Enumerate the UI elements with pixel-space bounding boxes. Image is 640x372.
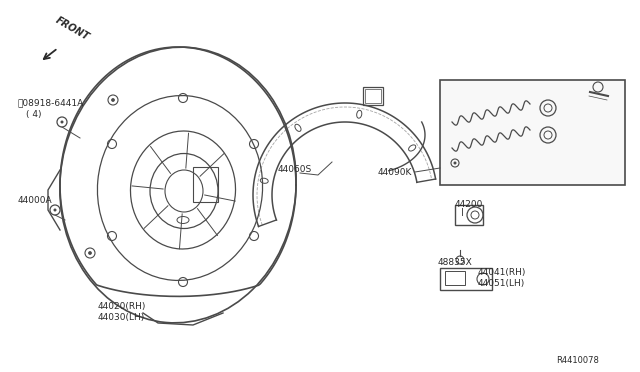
Circle shape xyxy=(111,99,115,102)
Text: 44020(RH): 44020(RH) xyxy=(98,302,147,311)
Text: 44051(LH): 44051(LH) xyxy=(478,279,525,288)
Bar xyxy=(193,167,218,202)
Circle shape xyxy=(54,208,56,212)
Text: R4410078: R4410078 xyxy=(556,356,599,365)
Bar xyxy=(440,80,625,185)
Text: FRONT: FRONT xyxy=(54,15,91,42)
Text: 44060S: 44060S xyxy=(278,165,312,174)
Text: 44000A: 44000A xyxy=(18,196,52,205)
Text: 44090K: 44090K xyxy=(378,168,412,177)
Text: 48835X: 48835X xyxy=(438,258,473,267)
Circle shape xyxy=(88,251,92,254)
Bar xyxy=(455,205,483,225)
Text: 44030(LH): 44030(LH) xyxy=(98,313,145,322)
Text: ( 4): ( 4) xyxy=(26,110,42,119)
Text: 44041(RH): 44041(RH) xyxy=(478,268,526,277)
Text: 44200: 44200 xyxy=(455,200,483,209)
Bar xyxy=(365,89,381,103)
Circle shape xyxy=(61,121,63,124)
Bar xyxy=(363,87,383,105)
Bar xyxy=(440,268,492,290)
Circle shape xyxy=(454,161,456,164)
Text: ⓝ08918-6441A: ⓝ08918-6441A xyxy=(18,98,84,107)
Bar xyxy=(445,271,465,285)
